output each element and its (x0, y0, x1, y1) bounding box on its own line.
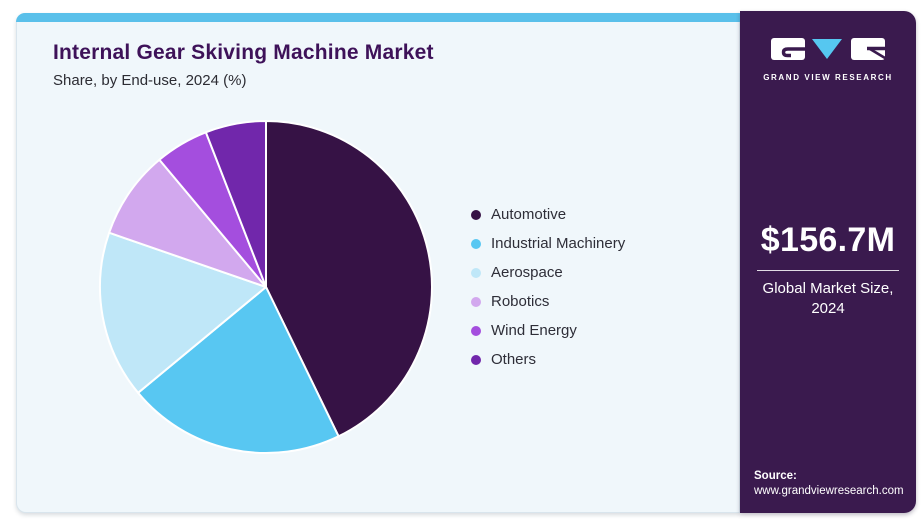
legend-label: Industrial Machinery (491, 235, 626, 252)
top-accent-bar (16, 13, 742, 22)
brand-sidebar: GRAND VIEW RESEARCH $156.7M Global Marke… (740, 11, 916, 513)
legend-dot (471, 267, 481, 278)
legend-item: Aerospace (471, 264, 625, 281)
gvr-logo-icon (771, 38, 886, 60)
legend-label: Automotive (491, 206, 567, 223)
pie-slice-others (204, 120, 267, 288)
legend-label: Wind Energy (491, 322, 577, 339)
source-url: www.grandviewresearch.com (754, 485, 904, 497)
pie-slice-robotics (108, 158, 267, 288)
market-size-value: $156.7M (760, 221, 896, 259)
brand-logo-block: GRAND VIEW RESEARCH (740, 37, 916, 82)
legend-label: Others (491, 351, 537, 368)
market-size-block: $156.7M Global Market Size, 2024 (740, 221, 916, 318)
legend-dot (471, 238, 481, 249)
market-size-divider (757, 270, 899, 271)
legend-dot (471, 209, 481, 220)
legend-item: Automotive (471, 206, 625, 223)
page-subtitle: Share, by End-use, 2024 (%) (53, 72, 247, 89)
legend-dot (471, 354, 481, 365)
legend-item: Wind Energy (471, 322, 625, 339)
pie-slice-industrial-machinery (137, 286, 340, 454)
legend: Automotive Industrial Machinery Aerospac… (471, 206, 625, 380)
brand-name: GRAND VIEW RESEARCH (763, 73, 893, 82)
pie-chart-container (96, 117, 436, 457)
market-size-caption: Global Market Size, 2024 (762, 280, 894, 317)
legend-label: Aerospace (491, 264, 563, 281)
pie-slice-automotive (265, 120, 433, 438)
pie-chart (99, 120, 433, 454)
source-block: Source: www.grandviewresearch.com (754, 470, 904, 497)
legend-item: Others (471, 351, 625, 368)
legend-dot (471, 296, 481, 307)
source-label: Source: (754, 470, 797, 482)
legend-dot (471, 325, 481, 336)
legend-label: Robotics (491, 293, 550, 310)
legend-item: Industrial Machinery (471, 235, 625, 252)
legend-item: Robotics (471, 293, 625, 310)
header: Internal Gear Skiving Machine Market Sha… (53, 41, 434, 89)
page-title: Internal Gear Skiving Machine Market (53, 41, 434, 64)
